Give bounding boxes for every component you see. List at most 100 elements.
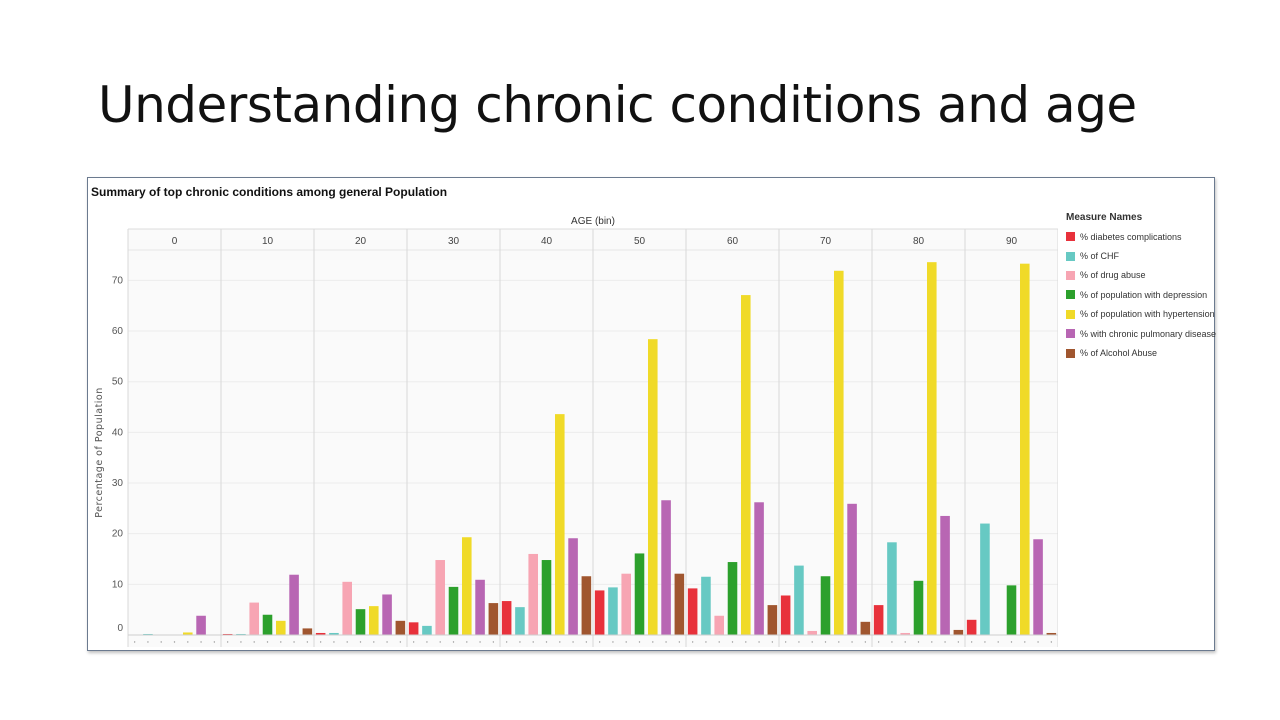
x-tick-dot <box>1037 641 1039 643</box>
x-tick-dot <box>638 641 641 643</box>
bar <box>794 565 804 635</box>
x-tick-dot <box>439 641 441 643</box>
legend-label: % of CHF <box>1080 251 1120 262</box>
bar <box>648 339 658 635</box>
bar <box>302 628 313 635</box>
bar-chart: AGE (bin) 0 10 20 30 40 50 60 70 Percentage of Po… <box>94 216 1058 647</box>
x-tick-dot <box>970 641 973 643</box>
bar <box>1006 585 1017 635</box>
bar <box>714 615 724 635</box>
x-tick-dot <box>745 641 747 643</box>
bar <box>754 502 764 635</box>
bar <box>555 414 565 635</box>
x-tick-dot <box>333 641 335 643</box>
legend-label: % with chronic pulmonary disease <box>1080 328 1217 339</box>
x-tick-dot <box>147 641 149 643</box>
legend-item: % with chronic pulmonary disease <box>1066 324 1216 343</box>
bar <box>315 632 326 635</box>
bar <box>581 576 592 635</box>
bar <box>342 581 352 635</box>
x-tick-dot <box>997 641 999 643</box>
bar <box>236 633 246 635</box>
x-tick-dot <box>612 641 614 643</box>
bar <box>435 560 445 635</box>
x-tick-dot <box>771 641 774 643</box>
x-tick-dot <box>173 641 176 643</box>
legend: Measure Names % diabetes complications % … <box>1066 212 1216 363</box>
y-tick-label: 60 <box>112 326 124 337</box>
x-tick-dot <box>240 641 242 643</box>
bar <box>634 553 645 635</box>
bar <box>807 630 817 635</box>
x-tick-dot <box>931 641 933 643</box>
chart-title: Summary of top chronic conditions among … <box>91 185 448 199</box>
y-tick-label: 70 <box>112 275 124 286</box>
category-label: 30 <box>448 236 460 247</box>
x-tick-dot <box>572 641 574 643</box>
x-tick-dot <box>226 641 229 643</box>
legend-swatch <box>1066 232 1075 242</box>
bar <box>475 579 485 635</box>
x-tick-dot <box>625 641 627 643</box>
bar <box>873 605 884 635</box>
legend-label: % of population with hypertension <box>1080 309 1215 320</box>
x-tick-dot <box>758 641 760 643</box>
bar <box>820 576 831 635</box>
x-tick-dot <box>519 641 521 643</box>
legend-item: % diabetes complications <box>1066 227 1211 246</box>
x-tick-dot <box>545 641 548 643</box>
bar <box>568 538 578 635</box>
bar <box>369 606 379 636</box>
x-tick-dot <box>412 641 415 643</box>
y-tick-label: 50 <box>112 377 124 388</box>
bar <box>621 573 631 635</box>
x-tick-dot <box>386 641 388 643</box>
x-tick-dot <box>1010 641 1013 643</box>
bar <box>674 573 685 635</box>
category-label: 50 <box>634 236 646 247</box>
bar <box>913 580 924 635</box>
bar <box>701 576 711 635</box>
x-tick-dot <box>559 641 561 643</box>
legend-label: % of drug abuse <box>1080 270 1146 281</box>
legend-item: % of drug abuse <box>1066 266 1211 285</box>
bar <box>687 588 698 635</box>
bar <box>541 560 552 635</box>
category-label: 80 <box>913 236 925 247</box>
x-tick-dot <box>213 641 216 643</box>
legend-swatch <box>1066 329 1075 339</box>
x-tick-dot <box>492 641 495 643</box>
legend-item: % of Alcohol Abuse <box>1066 343 1211 362</box>
bar <box>741 295 751 635</box>
x-tick-dot <box>652 641 654 643</box>
bar <box>887 542 897 635</box>
x-tick-dot <box>426 641 428 643</box>
slide-title: Understanding chronic conditions and age <box>98 76 1137 134</box>
column-header-title: AGE (bin) <box>571 216 615 227</box>
x-tick-dot <box>877 641 880 643</box>
x-tick-dot <box>944 641 946 643</box>
bar <box>900 632 910 635</box>
bar <box>834 270 844 635</box>
bar <box>980 523 990 635</box>
bar <box>408 622 419 635</box>
x-tick-dot <box>691 641 694 643</box>
bar <box>196 615 206 635</box>
bar <box>1046 632 1057 635</box>
category-label: 20 <box>355 236 367 247</box>
legend-swatch <box>1066 309 1075 319</box>
x-tick-dot <box>346 641 348 643</box>
chart-panel: Summary of top chronic conditions among … <box>87 177 1216 651</box>
bar <box>222 633 233 635</box>
bar <box>528 553 538 635</box>
x-tick-dot <box>133 641 136 643</box>
x-tick-dot <box>838 641 840 643</box>
x-tick-dot <box>678 641 681 643</box>
x-tick-dot <box>1024 641 1026 643</box>
legend-swatch <box>1066 348 1075 358</box>
y-tick-label: 20 <box>112 529 124 540</box>
x-tick-dot <box>598 641 601 643</box>
x-tick-dot <box>718 641 720 643</box>
x-tick-dot <box>466 641 468 643</box>
y-tick-label: 10 <box>112 579 124 590</box>
